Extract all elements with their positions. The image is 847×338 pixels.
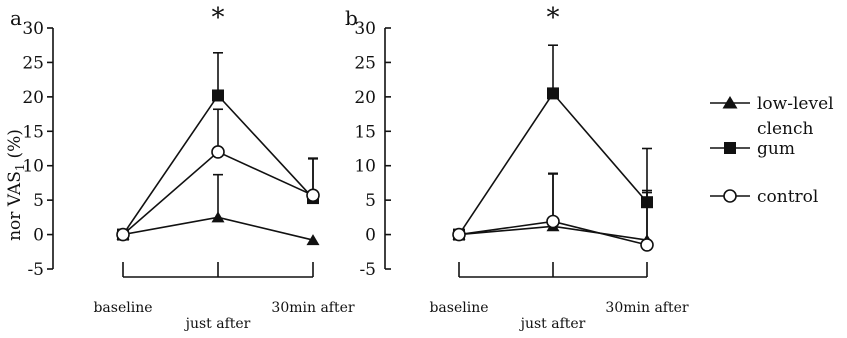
y-tick-label: -5 [27,260,44,280]
data-point-triangle [211,211,225,223]
y-tick-label: 20 [22,88,44,108]
circle-marker-icon [723,189,737,203]
x-tick-label: baseline [429,300,488,316]
chart-panel-b: b -5 0 5 10 15 20 25 30 baseline just after 30min a… [345,3,689,332]
x-tick-label: 30min after [605,300,688,316]
data-point-circle [640,238,654,252]
legend-item-gum: gum [710,139,795,159]
panel-label: a [10,6,22,30]
data-point-triangle [306,234,320,246]
data-point-square [212,89,224,102]
legend-item-low-level-clench: low-level clench [710,94,834,139]
data-point-circle [546,214,560,229]
y-tick-label: -5 [359,260,376,280]
data-point-circle [452,227,466,242]
y-tick-label: 15 [354,122,376,142]
series-control [452,172,654,252]
y-axis-title-main: nor VAS [5,171,25,241]
y-tick-label: 10 [354,157,376,177]
y-tick-label: 15 [22,122,44,142]
y-tick-label: 0 [33,226,44,246]
legend-item-control: control [710,187,818,207]
x-tick-label: baseline [93,300,152,316]
series-control [116,108,320,242]
x-tick-label: just after [184,316,251,332]
y-tick-label: 10 [22,157,44,177]
legend-label-clench: clench [757,119,813,139]
legend-label-low-level: low-level [757,94,834,114]
y-axis-title: nor VAS1 (%) [5,129,27,241]
x-tick-label: just after [519,316,586,332]
data-point-circle [116,227,130,242]
triangle-marker-icon [722,96,738,109]
significance-marker: * [212,3,225,33]
data-point-circle [211,145,225,159]
chart-panel-a: a -5 0 5 10 15 20 25 30 baseline just after 30min a… [10,3,355,332]
data-point-square [547,87,559,100]
y-tick-label: 20 [354,88,376,108]
y-tick-label: 25 [354,53,376,73]
x-tick-label: 30min after [271,300,354,316]
significance-marker: * [547,3,560,33]
square-marker-icon [724,142,736,154]
y-tick-label: 5 [365,191,376,211]
y-tick-label: 30 [22,19,44,39]
legend: low-level clench gum control [710,94,834,207]
data-point-circle [306,188,320,203]
y-axis-title-subscript: 1 [13,164,27,172]
y-tick-label: 30 [354,19,376,39]
legend-label-control: control [757,187,818,207]
legend-label-gum: gum [757,139,795,159]
y-tick-label: 5 [33,191,44,211]
y-tick-label: 25 [22,53,44,73]
y-tick-label: 0 [365,226,376,246]
panel-label: b [345,6,358,30]
y-axis-title-unit: (%) [5,129,25,158]
